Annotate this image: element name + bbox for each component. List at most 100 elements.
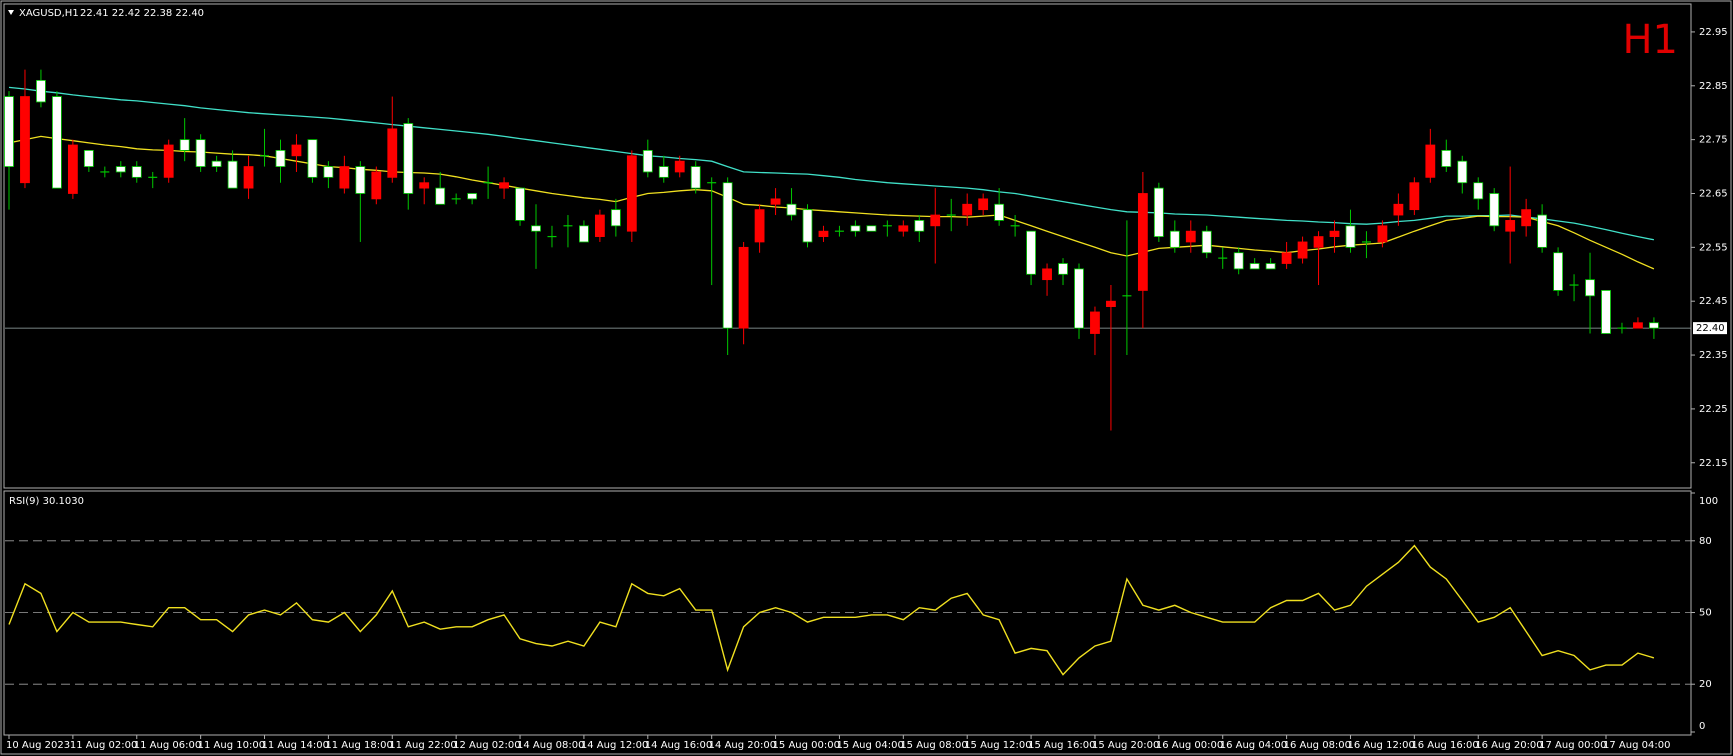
price-label: 22.40 — [1696, 323, 1725, 334]
candle-body — [307, 139, 318, 178]
candle-body — [1233, 252, 1244, 270]
candle-body — [275, 150, 286, 167]
x-tick-label: 11 Aug 22:00 — [389, 740, 456, 751]
y-tick-label: 50 — [1699, 608, 1712, 619]
x-tick-label: 15 Aug 04:00 — [836, 740, 903, 751]
candle-body — [1137, 193, 1148, 291]
candle-body — [1521, 209, 1532, 227]
candle-body — [1169, 230, 1180, 248]
ohlc-label: 22.41 22.42 22.38 22.40 — [80, 8, 204, 19]
candle-body — [1090, 311, 1100, 334]
price-label-box — [1693, 322, 1727, 335]
candle-body — [1313, 236, 1324, 248]
candle-body — [1345, 225, 1356, 248]
candle-body — [914, 220, 925, 232]
x-tick-label: 14 Aug 16:00 — [645, 740, 712, 751]
candle-body — [850, 225, 861, 232]
y-tick-label: 0 — [1699, 721, 1705, 732]
candle-body — [626, 155, 637, 232]
x-tick-label: 14 Aug 08:00 — [517, 740, 584, 751]
candle-body — [1153, 187, 1164, 237]
candle-body — [994, 203, 1005, 221]
x-tick-label: 17 Aug 00:00 — [1539, 740, 1606, 751]
candle-body — [674, 160, 685, 173]
candle-body — [403, 123, 414, 194]
candle-body — [131, 166, 142, 178]
candle-body — [1457, 160, 1468, 184]
candle-body — [419, 182, 430, 189]
candle-body — [722, 182, 733, 329]
candle-body — [1393, 203, 1404, 216]
candle-body — [978, 198, 989, 211]
candle-body — [371, 171, 382, 200]
candle-body — [83, 150, 94, 167]
x-tick-label: 10 Aug 2023 — [6, 740, 70, 751]
candle-body — [1249, 263, 1260, 270]
candle-body — [898, 225, 909, 232]
candle-body — [1473, 182, 1484, 200]
x-tick-label: 17 Aug 04:00 — [1603, 740, 1670, 751]
candle-body — [227, 160, 238, 189]
y-tick-label: 22.55 — [1699, 242, 1728, 253]
candle-body — [1377, 225, 1388, 243]
candle-body — [115, 166, 126, 173]
candle-body — [1409, 182, 1420, 211]
candle-body — [323, 166, 334, 178]
candle-body — [1042, 268, 1052, 281]
candle-body — [1601, 290, 1611, 334]
candle-body — [1649, 322, 1659, 329]
candle-body — [1058, 263, 1068, 275]
rsi-title: RSI(9) 30.1030 — [9, 496, 84, 507]
candle-body — [594, 214, 605, 237]
candle-body — [52, 96, 62, 189]
candle-body — [291, 144, 302, 157]
y-tick-label: 22.15 — [1699, 458, 1728, 469]
x-tick-label: 16 Aug 04:00 — [1220, 740, 1287, 751]
moving-average-line — [8, 86, 1655, 241]
y-tick-label: 22.35 — [1699, 350, 1728, 361]
x-tick-label: 11 Aug 14:00 — [262, 740, 329, 751]
candle-body — [163, 144, 174, 178]
candle-body — [770, 198, 781, 205]
y-tick-label: 22.25 — [1699, 404, 1728, 415]
x-tick-label: 16 Aug 08:00 — [1284, 740, 1351, 751]
candle-body — [818, 230, 829, 237]
candle-body — [1281, 252, 1292, 264]
candle-body — [658, 166, 669, 178]
candle-body — [1297, 241, 1308, 259]
menu-arrow[interactable] — [8, 10, 14, 15]
candle-body — [610, 209, 621, 227]
candle-body — [1106, 300, 1116, 307]
candle-body — [1441, 150, 1452, 167]
candle-body — [355, 166, 366, 194]
timeframe-badge: H1 — [1622, 17, 1678, 63]
x-tick-label: 16 Aug 16:00 — [1411, 740, 1478, 751]
candle-body — [1633, 322, 1643, 329]
candle-body — [1537, 214, 1548, 248]
candle-body — [1185, 230, 1196, 243]
x-tick-label: 15 Aug 20:00 — [1092, 740, 1159, 751]
candle-body — [962, 203, 973, 216]
candle-body — [866, 225, 877, 232]
candle-body — [1329, 230, 1340, 237]
x-tick-label: 15 Aug 16:00 — [1028, 740, 1095, 751]
candle-body — [642, 150, 653, 173]
candle-body — [387, 128, 398, 178]
candle-body — [179, 139, 190, 151]
y-tick-label: 100 — [1699, 496, 1718, 507]
rsi-line — [8, 544, 1655, 676]
y-tick-label: 80 — [1699, 536, 1712, 547]
candle-body — [754, 209, 765, 243]
x-tick-label: 11 Aug 18:00 — [325, 740, 392, 751]
x-tick-label: 11 Aug 02:00 — [70, 740, 137, 751]
x-tick-label: 16 Aug 20:00 — [1475, 740, 1542, 751]
candle-body — [499, 182, 509, 189]
candle-body — [467, 193, 478, 200]
candle-body — [20, 96, 30, 184]
candle-body — [802, 209, 813, 243]
y-tick-label: 20 — [1699, 679, 1712, 690]
x-tick-label: 15 Aug 00:00 — [773, 740, 840, 751]
candle-body — [36, 79, 46, 103]
